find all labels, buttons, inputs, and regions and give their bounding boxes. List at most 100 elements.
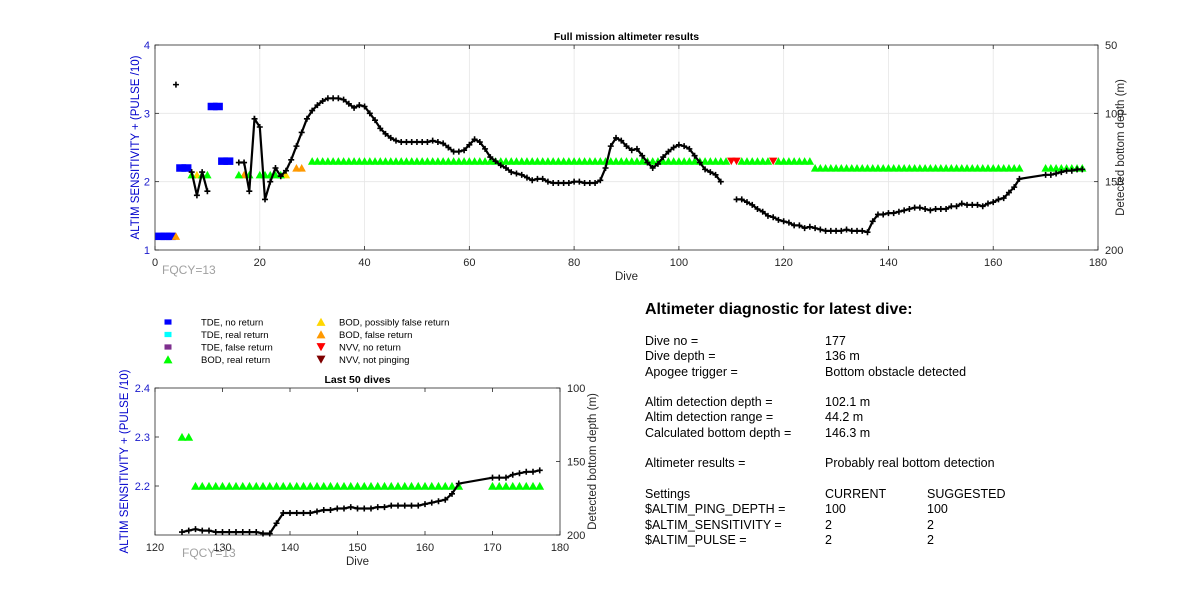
- depth-point: [623, 143, 630, 150]
- legend-label: TDE, no return: [201, 318, 263, 329]
- y2-tick-label: 100: [1105, 108, 1123, 120]
- depth-point: [341, 505, 347, 512]
- depth-point: [347, 504, 354, 511]
- depth-point: [895, 208, 902, 215]
- depth-point: [273, 520, 280, 527]
- depth-point: [801, 225, 808, 232]
- depth-point: [536, 467, 543, 474]
- depth-point: [550, 180, 557, 187]
- depth-point: [874, 211, 881, 218]
- depth-point: [633, 145, 640, 152]
- depth-point: [496, 474, 503, 481]
- series-detected-bottom-depth: [179, 467, 543, 537]
- depth-point: [654, 160, 661, 167]
- diag-row-sensitivity: $ALTIM_SENSITIVITY = 2 2: [645, 518, 1065, 533]
- depth-point: [445, 144, 452, 151]
- bod-marker: [292, 481, 302, 490]
- depth-point: [916, 204, 923, 211]
- bod-marker: [197, 481, 207, 490]
- depth-point: [449, 490, 455, 497]
- legend-item: TDE, false return: [164, 343, 273, 354]
- legend-item: BOD, possibly false return: [316, 318, 449, 329]
- depth-point: [489, 474, 496, 481]
- diag-row-settings-header: Settings CURRENT SUGGESTED: [645, 487, 1065, 502]
- x-tick-label: 180: [1089, 257, 1107, 269]
- depth-point: [398, 139, 405, 146]
- legend-label: TDE, false return: [201, 343, 273, 354]
- legend-item: NVV, no return: [316, 343, 401, 354]
- bod-marker: [515, 481, 524, 490]
- depth-point: [854, 227, 861, 234]
- depth-point: [440, 140, 447, 147]
- x-tick-label: 140: [879, 257, 897, 269]
- bod-marker: [413, 481, 423, 490]
- plot-area: [155, 388, 560, 535]
- depth-point: [226, 529, 233, 536]
- bod-marker: [407, 481, 416, 490]
- pulse-current: 2: [825, 532, 832, 547]
- depth-point: [288, 156, 295, 163]
- series-bod-real-return: [187, 157, 1087, 179]
- x-tick-label: 40: [358, 257, 370, 269]
- depth-point: [361, 103, 368, 110]
- depth-point: [345, 100, 352, 107]
- depth-point: [911, 204, 918, 211]
- diag-row-ping-depth: $ALTIM_PING_DEPTH = 100 100: [645, 502, 1065, 517]
- depth-point: [429, 137, 436, 144]
- depth-point: [303, 115, 310, 122]
- depth-point: [172, 81, 179, 88]
- depth-point: [1063, 167, 1070, 174]
- depth-point: [314, 102, 321, 109]
- tde-marker: [160, 232, 171, 241]
- depth-point: [319, 98, 326, 105]
- depth-point: [639, 152, 646, 159]
- depth-point: [388, 502, 395, 509]
- depth-point: [401, 502, 408, 509]
- apogee-trigger-label: Apogee trigger =: [645, 364, 738, 379]
- detection-range-label: Altim detection range =: [645, 410, 774, 425]
- bod-marker: [373, 481, 383, 490]
- depth-point: [435, 498, 442, 505]
- depth-point: [408, 502, 415, 509]
- legend-marker: [164, 331, 172, 338]
- bod-marker: [359, 481, 369, 490]
- ping-depth-suggested: 100: [927, 502, 948, 517]
- tde-marker: [181, 164, 192, 172]
- depth-point: [571, 178, 578, 185]
- depth-point: [356, 102, 363, 109]
- depth-point: [984, 200, 991, 207]
- depth-point: [539, 175, 546, 182]
- depth-point: [492, 158, 499, 165]
- depth-point: [340, 96, 347, 103]
- bod-marker: [251, 481, 261, 490]
- depth-point: [702, 166, 709, 173]
- x-tick-label: 160: [984, 257, 1002, 269]
- depth-point: [686, 145, 693, 152]
- depth-point: [300, 509, 307, 516]
- depth-point: [581, 180, 588, 187]
- y-tick-label: 1: [144, 245, 150, 257]
- depth-point: [843, 226, 850, 233]
- depth-point: [509, 471, 516, 478]
- depth-point: [1042, 171, 1049, 178]
- depth-point: [817, 226, 824, 233]
- y-tick-label: 2.4: [135, 383, 150, 395]
- bod-marker: [521, 481, 531, 490]
- diag-row-apogee-trigger: Apogee trigger = Bottom obstacle detecte…: [645, 365, 1065, 380]
- depth-point: [544, 178, 551, 185]
- depth-point: [1074, 166, 1081, 173]
- y2-axis-label: Detected bottom depth (m): [1115, 79, 1127, 216]
- bod-marker: [427, 481, 437, 490]
- depth-point: [219, 529, 226, 536]
- depth-point: [1005, 189, 1012, 196]
- depth-point: [927, 207, 934, 214]
- depth-point: [932, 206, 939, 212]
- depth-point: [233, 529, 239, 536]
- bod-marker: [440, 481, 450, 490]
- y2-tick-label: 100: [567, 383, 585, 395]
- dive-no-label: Dive no =: [645, 334, 699, 348]
- y-tick-label: 2: [144, 177, 150, 189]
- nvv-marker: [768, 157, 778, 166]
- depth-point: [277, 173, 284, 180]
